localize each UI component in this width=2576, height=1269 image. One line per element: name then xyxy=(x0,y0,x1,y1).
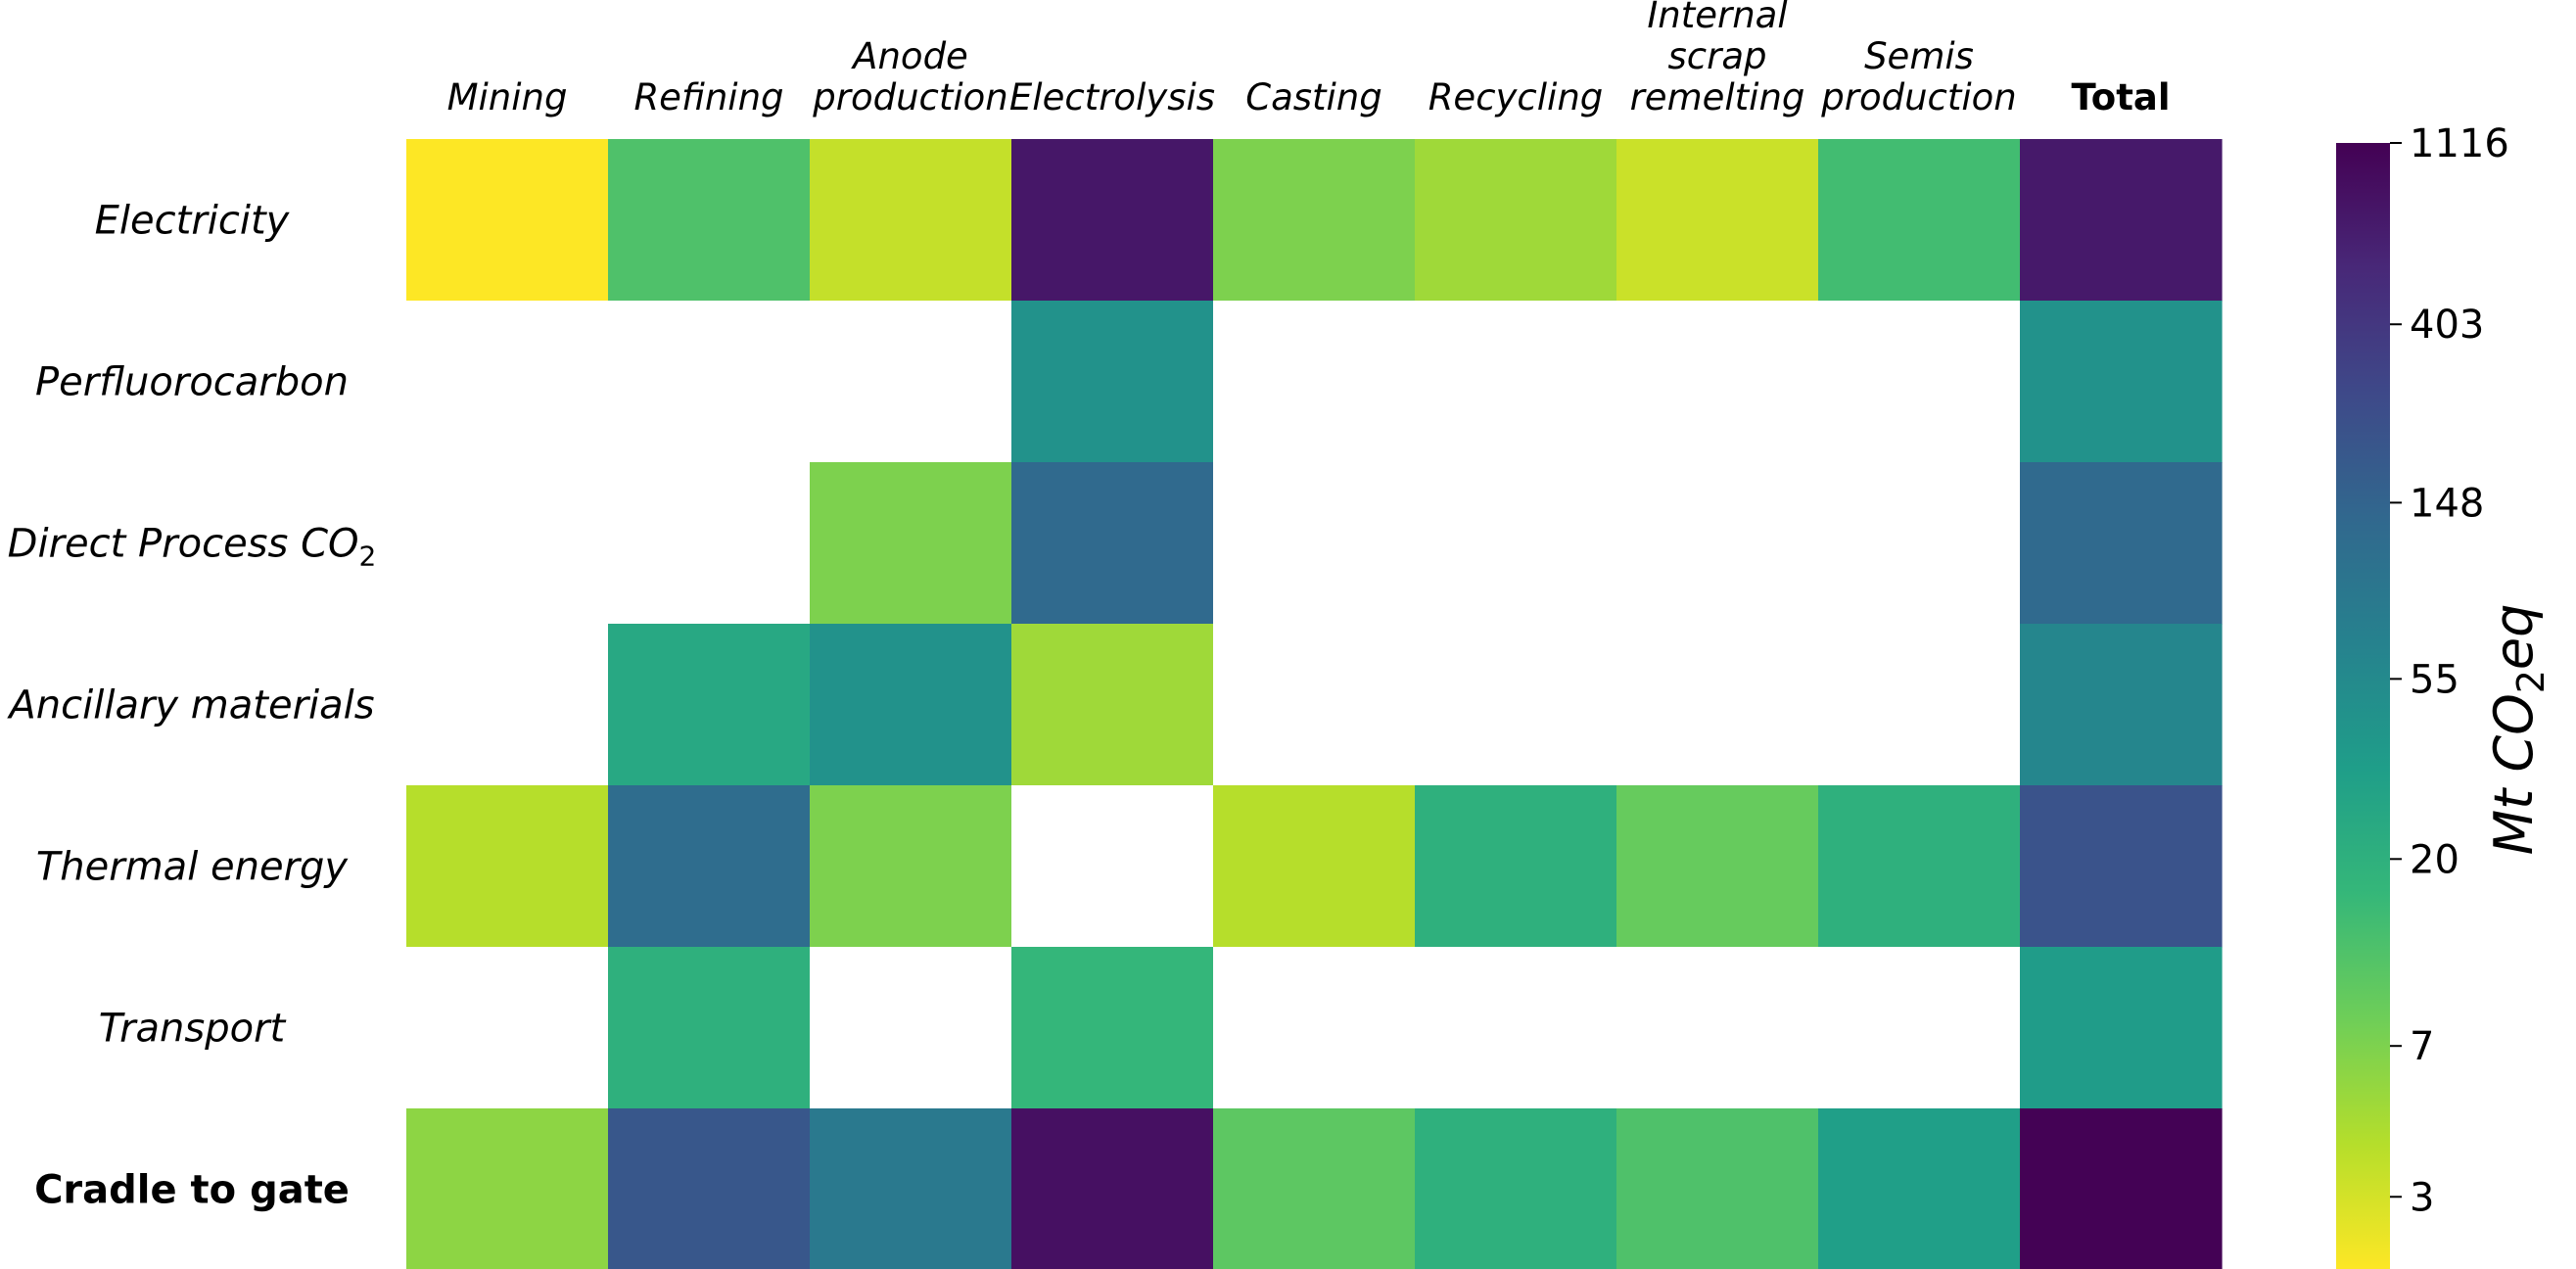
column-label: Internal scrap remelting xyxy=(1630,0,1805,118)
heatmap-cell xyxy=(1818,301,2021,463)
heatmap-cell xyxy=(1616,624,1819,786)
heatmap-cell xyxy=(1616,139,1819,302)
heatmap-cell xyxy=(1011,1108,1214,1269)
heatmap-cell xyxy=(1818,624,2021,786)
heatmap-cell xyxy=(1011,624,1214,786)
heatmap-cell xyxy=(1011,139,1214,302)
heatmap-cell xyxy=(1011,301,1214,463)
heatmap-cell xyxy=(2020,624,2223,786)
colorbar-tick-label: 148 xyxy=(2410,481,2484,526)
heatmap-cell xyxy=(1616,301,1819,463)
heatmap-cell xyxy=(1011,947,1214,1109)
heatmap-cell xyxy=(406,1108,609,1269)
heatmap-cell xyxy=(2020,785,2223,948)
heatmap-cell xyxy=(1213,462,1416,625)
heatmap-cell xyxy=(1616,785,1819,948)
heatmap-cell xyxy=(1213,624,1416,786)
heatmap-cell xyxy=(1213,301,1416,463)
heatmap-cell xyxy=(1616,1108,1819,1269)
heatmap-cell xyxy=(1415,785,1617,948)
row-labels: Electricity Perfluorocarbon Direct Process… xyxy=(6,199,376,1213)
row-label: Perfluorocarbon xyxy=(35,360,349,405)
colorbar-tick-label: 3 xyxy=(2410,1175,2434,1220)
heatmap-cell xyxy=(1818,462,2021,625)
heatmap-cell xyxy=(608,139,811,302)
row-label: Transport xyxy=(99,1007,287,1052)
heatmap-cell xyxy=(810,624,1012,786)
colorbar-tick-label: 20 xyxy=(2410,837,2459,882)
row-label: Ancillary materials xyxy=(6,683,374,728)
heatmap-cell xyxy=(608,624,811,786)
heatmap-cell xyxy=(1011,785,1214,948)
heatmap-cell xyxy=(810,462,1012,625)
colorbar-tick-label: 403 xyxy=(2410,303,2484,348)
column-label: Total xyxy=(2071,76,2170,118)
row-label: Thermal energy xyxy=(36,845,350,890)
column-label: Semis production xyxy=(1820,35,2017,118)
column-label: Mining xyxy=(447,76,568,118)
heatmap-cell xyxy=(1616,947,1819,1109)
heatmap-cell xyxy=(1415,624,1617,786)
heatmap-cell xyxy=(1415,301,1617,463)
heatmap-cell xyxy=(810,785,1012,948)
heatmap-cell xyxy=(608,1108,811,1269)
heatmap-cells xyxy=(406,139,2223,1269)
colorbar-tick-label: 7 xyxy=(2410,1024,2434,1069)
row-label: Cradle to gate xyxy=(34,1168,350,1213)
colorbar: 3 7 20 55 148 403 1116 Mt CO2eq xyxy=(2336,121,2553,1269)
heatmap-cell xyxy=(406,785,609,948)
row-label: Electricity xyxy=(95,199,291,244)
heatmap-cell xyxy=(1213,785,1416,948)
heatmap-cell xyxy=(1415,139,1617,302)
heatmap-cell xyxy=(1415,462,1617,625)
heatmap-cell xyxy=(810,301,1012,463)
heatmap-cell xyxy=(406,301,609,463)
heatmap-cell xyxy=(1415,1108,1617,1269)
column-label: Refining xyxy=(633,76,783,118)
colorbar-gradient xyxy=(2336,143,2390,1269)
heatmap-cell xyxy=(2020,139,2223,302)
heatmap-cell xyxy=(810,139,1012,302)
heatmap-cell xyxy=(1213,139,1416,302)
heatmap-cell xyxy=(2020,947,2223,1109)
column-labels: Mining Refining Anode production Electrolysi… xyxy=(447,0,2171,118)
heatmap-cell xyxy=(1818,947,2021,1109)
column-label: Recycling xyxy=(1429,76,1604,118)
heatmap-cell xyxy=(608,301,811,463)
colorbar-title: Mt CO2eq xyxy=(2483,604,2553,856)
heatmap-cell xyxy=(1616,462,1819,625)
column-label: Anode production xyxy=(812,35,1008,118)
heatmap-cell xyxy=(810,1108,1012,1269)
heatmap-cell xyxy=(608,947,811,1109)
heatmap-cell xyxy=(2020,301,2223,463)
heatmap-cell xyxy=(2020,1108,2223,1269)
heatmap-cell xyxy=(1415,947,1617,1109)
colorbar-tick-label: 55 xyxy=(2410,657,2459,702)
row-label: Direct Process CO2 xyxy=(8,522,377,573)
heatmap-cell xyxy=(406,462,609,625)
heatmap-cell xyxy=(1011,462,1214,625)
heatmap-cell xyxy=(406,624,609,786)
heatmap-cell xyxy=(2020,462,2223,625)
heatmap-cell xyxy=(1213,947,1416,1109)
heatmap-cell xyxy=(1818,785,2021,948)
heatmap-cell xyxy=(608,785,811,948)
heatmap-cell xyxy=(810,947,1012,1109)
heatmap-cell xyxy=(1818,1108,2021,1269)
colorbar-tick-label: 1116 xyxy=(2410,121,2509,166)
heatmap-cell xyxy=(608,462,811,625)
heatmap-cell xyxy=(406,139,609,302)
heatmap-cell xyxy=(1213,1108,1416,1269)
column-label: Electrolysis xyxy=(1009,76,1215,118)
column-label: Casting xyxy=(1245,76,1382,118)
heatmap-cell xyxy=(1818,139,2021,302)
heatmap-cell xyxy=(406,947,609,1109)
